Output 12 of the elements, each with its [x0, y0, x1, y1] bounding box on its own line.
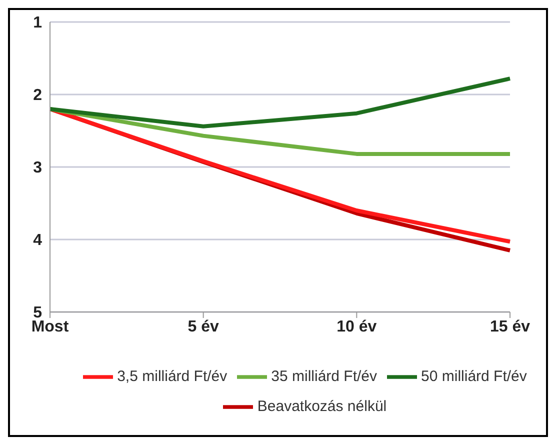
- y-tick-label: 2: [33, 87, 42, 104]
- legend-label: 50 milliárd Ft/év: [421, 368, 527, 385]
- legend-label: 3,5 milliárd Ft/év: [117, 368, 228, 385]
- legend-label: 35 milliárd Ft/év: [271, 368, 378, 385]
- line-series: [48, 76, 512, 128]
- y-tick-label: 1: [33, 14, 42, 32]
- y-tick-label: 4: [33, 232, 42, 250]
- y-tick-label: 3: [33, 160, 42, 177]
- x-tick-label: 5 év: [188, 318, 220, 336]
- legend-label: Beavatkozás nélkül: [257, 398, 387, 415]
- x-tick-label: 15 év: [490, 318, 530, 336]
- x-tick-label: 10 év: [336, 318, 377, 336]
